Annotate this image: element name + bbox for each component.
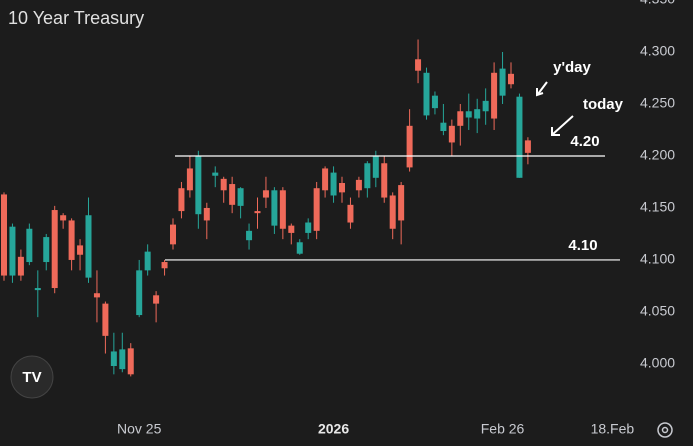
y-tick-label: 4.350 bbox=[640, 0, 675, 7]
candle-body bbox=[220, 178, 227, 191]
candle-body bbox=[415, 59, 422, 71]
y-tick-label: 4.000 bbox=[640, 355, 675, 371]
logo-mark: TV bbox=[22, 369, 41, 386]
candle-body bbox=[330, 172, 337, 196]
arrow bbox=[552, 115, 574, 135]
candle-body bbox=[339, 183, 345, 193]
candle-body bbox=[423, 72, 430, 116]
candle-body bbox=[153, 295, 160, 304]
candle-body bbox=[313, 188, 320, 231]
arrow bbox=[537, 81, 548, 95]
x-tick-label: 18.Feb bbox=[591, 421, 635, 437]
candle-body bbox=[448, 125, 455, 143]
candle-body bbox=[26, 228, 33, 263]
candle-body bbox=[440, 122, 447, 132]
candle-body bbox=[271, 190, 278, 226]
candle-body bbox=[186, 168, 193, 191]
arrow-head bbox=[551, 127, 560, 136]
level-label: 4.10 bbox=[568, 237, 597, 254]
candle-body bbox=[381, 163, 388, 198]
candle-body bbox=[372, 155, 379, 178]
settings-icon[interactable] bbox=[657, 422, 673, 438]
logo[interactable]: TV bbox=[10, 355, 54, 399]
y-tick-label: 4.150 bbox=[640, 199, 675, 215]
candle-body bbox=[364, 163, 371, 189]
candle-body bbox=[491, 72, 498, 119]
candle-body bbox=[77, 245, 84, 255]
candle-body bbox=[398, 185, 405, 221]
candle-body bbox=[305, 222, 312, 233]
candle-body bbox=[1, 194, 7, 276]
candle-body bbox=[170, 224, 176, 245]
candle-body bbox=[102, 303, 109, 336]
candle-body bbox=[431, 95, 438, 109]
x-tick-label: Nov 25 bbox=[117, 421, 162, 437]
candle-body bbox=[355, 179, 362, 191]
candle-body bbox=[474, 109, 481, 119]
candle-body bbox=[51, 210, 58, 289]
candle-body bbox=[457, 111, 464, 126]
x-tick-label: 2026 bbox=[318, 421, 349, 437]
settings-ring bbox=[657, 422, 673, 438]
logo-circle bbox=[10, 355, 54, 399]
candle-body bbox=[406, 125, 413, 168]
annotation: y'day bbox=[553, 59, 591, 76]
candle-body bbox=[60, 215, 67, 221]
candle-body bbox=[508, 73, 514, 85]
y-tick-label: 4.300 bbox=[640, 43, 675, 59]
candle-body bbox=[212, 172, 219, 176]
x-tick-label: Feb 26 bbox=[481, 421, 525, 437]
candle-body bbox=[516, 96, 523, 178]
candle-body bbox=[246, 230, 253, 241]
candle-body bbox=[229, 184, 236, 205]
candle-body bbox=[68, 220, 75, 260]
candle-body bbox=[195, 155, 202, 215]
candle-body bbox=[93, 293, 100, 298]
candle-body bbox=[110, 351, 117, 367]
candle-body bbox=[465, 111, 472, 118]
candle-body bbox=[389, 195, 396, 229]
candle-body bbox=[34, 288, 41, 291]
y-tick-label: 4.250 bbox=[640, 95, 675, 111]
candle-body bbox=[178, 188, 185, 212]
level-label: 4.20 bbox=[570, 133, 599, 150]
candle-body bbox=[43, 237, 50, 263]
candle-body bbox=[237, 188, 244, 206]
candle-body bbox=[499, 68, 506, 96]
candle-body bbox=[203, 207, 210, 221]
candle-body bbox=[161, 262, 168, 269]
candle-body bbox=[127, 348, 134, 375]
candle-body bbox=[322, 168, 329, 191]
settings-hub bbox=[661, 426, 669, 434]
candle-body bbox=[296, 242, 303, 254]
candle-body bbox=[524, 140, 531, 153]
candle-body bbox=[136, 270, 143, 316]
chart-title: 10 Year Treasury bbox=[8, 8, 144, 28]
candle-body bbox=[254, 211, 261, 214]
candle-body bbox=[85, 215, 92, 278]
candle-body bbox=[279, 190, 286, 229]
y-tick-label: 4.200 bbox=[640, 147, 675, 163]
candle-body bbox=[119, 349, 126, 370]
candle-body bbox=[9, 226, 16, 276]
y-tick-label: 4.050 bbox=[640, 303, 675, 319]
candle-body bbox=[262, 190, 269, 198]
candle-body bbox=[144, 251, 151, 271]
candle-body bbox=[288, 225, 295, 233]
arrow-head bbox=[536, 88, 544, 97]
candle-body bbox=[482, 100, 489, 112]
candle-body bbox=[347, 204, 354, 223]
y-tick-label: 4.100 bbox=[640, 251, 675, 267]
annotation: today bbox=[583, 96, 624, 113]
candle-body bbox=[17, 256, 24, 276]
